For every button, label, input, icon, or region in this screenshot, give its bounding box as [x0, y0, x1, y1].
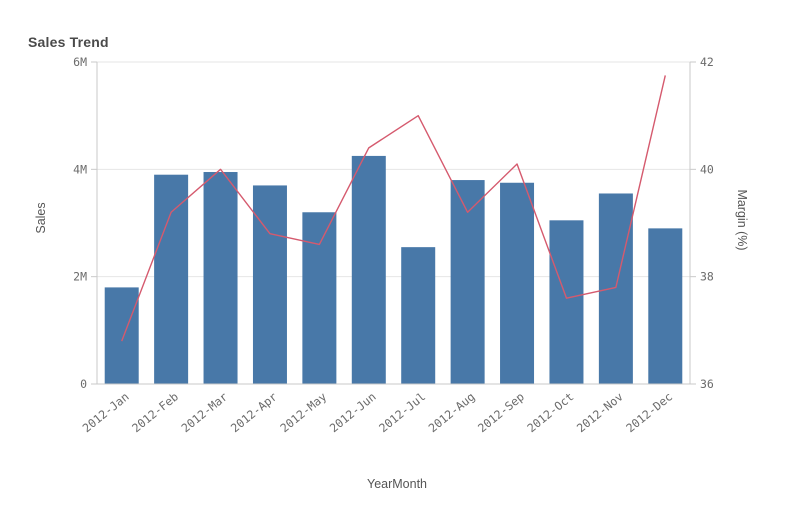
- y-right-tick-label: 40: [700, 162, 714, 176]
- margin-line[interactable]: [121, 75, 666, 342]
- sales-bar-2012-Mar[interactable]: [203, 172, 238, 384]
- sales-bar-2012-Dec[interactable]: [648, 228, 683, 384]
- x-tick-label-2012-Apr: 2012-Apr: [228, 389, 280, 435]
- y-left-tick-label: 2M: [73, 270, 87, 284]
- x-tick-label-2012-Aug: 2012-Aug: [426, 389, 478, 435]
- sales-bar-2012-Aug[interactable]: [450, 180, 485, 384]
- y-right-tick-label: 38: [700, 270, 714, 284]
- sales-bar-2012-Apr[interactable]: [252, 185, 287, 384]
- x-tick-label-2012-Nov: 2012-Nov: [574, 389, 626, 435]
- x-tick-label-2012-Oct: 2012-Oct: [524, 389, 576, 435]
- y-left-tick-label: 4M: [73, 162, 87, 176]
- x-tick-label-2012-Feb: 2012-Feb: [129, 389, 181, 435]
- y-left-tick-label: 0: [80, 377, 87, 391]
- y-right-tick-label: 42: [700, 55, 714, 69]
- x-tick-label-2012-May: 2012-May: [277, 389, 329, 435]
- sales-bar-2012-Oct[interactable]: [549, 220, 584, 384]
- chart-title: Sales Trend: [28, 34, 109, 50]
- sales-bar-2012-Jun[interactable]: [351, 155, 386, 384]
- y-right-tick-label: 36: [700, 377, 714, 391]
- x-tick-label-2012-Jan: 2012-Jan: [80, 389, 132, 435]
- y-axis-title-sales: Sales: [34, 202, 48, 234]
- x-axis-title: YearMonth: [367, 477, 427, 491]
- x-tick-label-2012-Jun: 2012-Jun: [327, 389, 379, 435]
- x-tick-label-2012-Dec: 2012-Dec: [623, 389, 675, 435]
- sales-bar-2012-Jan[interactable]: [104, 287, 139, 384]
- x-tick-label-2012-Jul: 2012-Jul: [376, 389, 428, 435]
- x-tick-label-2012-Mar: 2012-Mar: [179, 389, 231, 435]
- x-tick-label-2012-Sep: 2012-Sep: [475, 389, 527, 435]
- y-left-tick-label: 6M: [73, 55, 87, 69]
- sales-bar-2012-Sep[interactable]: [500, 182, 535, 384]
- sales-bar-2012-Jul[interactable]: [401, 247, 436, 384]
- y-axis-title-margin: Margin (%): [735, 189, 749, 251]
- sales-bar-2012-Feb[interactable]: [154, 174, 189, 384]
- sales-bar-2012-Nov[interactable]: [598, 193, 633, 384]
- sales-bar-2012-May[interactable]: [302, 212, 337, 384]
